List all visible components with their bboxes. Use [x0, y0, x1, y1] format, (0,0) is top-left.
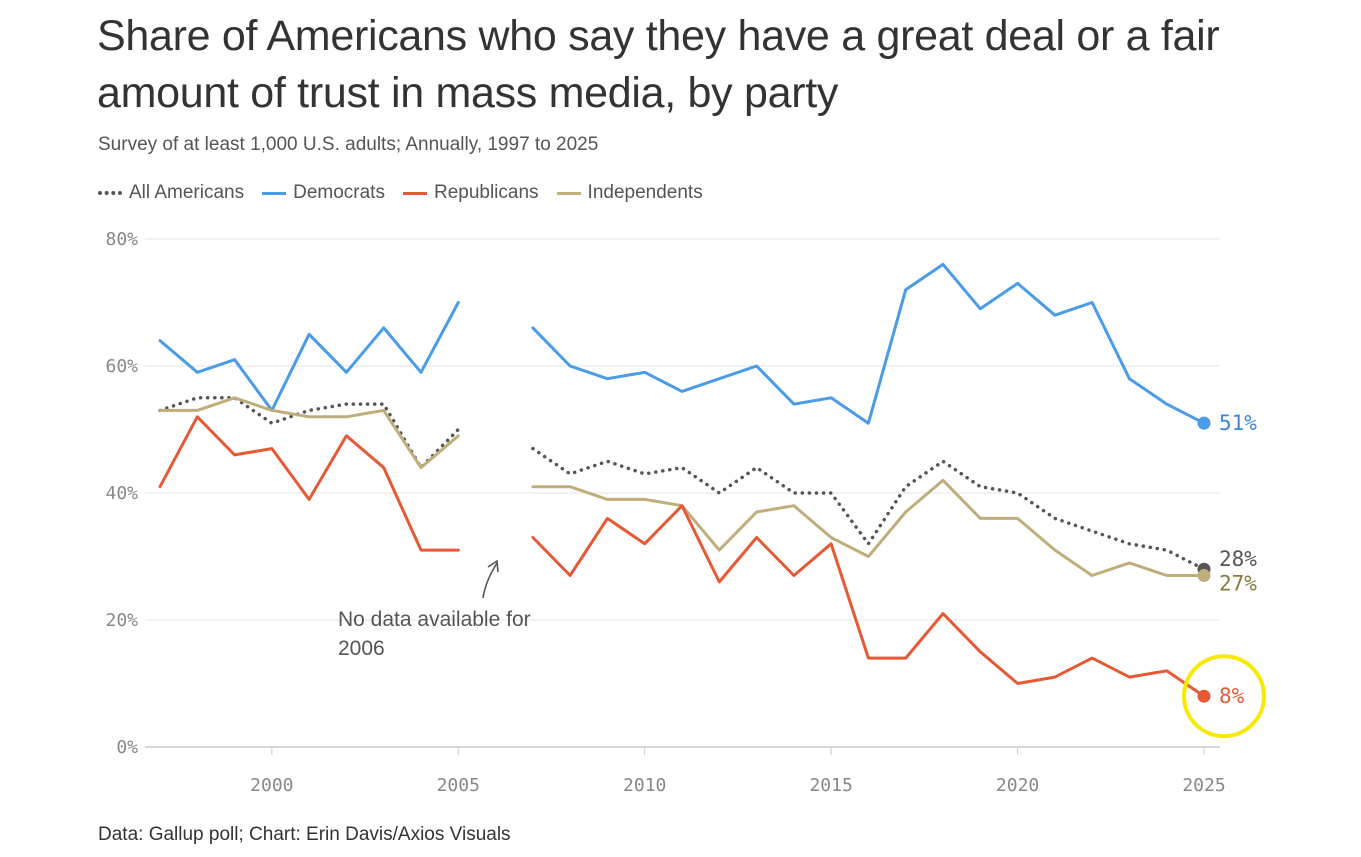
end-label-dem: 51%	[1219, 411, 1257, 435]
highlight-circle	[1182, 654, 1266, 739]
y-tick-label-20: 20%	[105, 610, 138, 631]
legend-label-independents: Independents	[587, 182, 703, 203]
series-line-rep-segment-0	[158, 415, 460, 552]
chart-title: Share of Americans who say they have a g…	[97, 12, 1220, 117]
series-line-all-segment-1	[531, 446, 1206, 571]
y-axis: 0% 20% 40% 60% 80%	[105, 229, 138, 758]
series-lines	[158, 262, 1206, 698]
chart-credit: Data: Gallup poll; Chart: Erin Davis/Axi…	[98, 824, 511, 845]
end-point-dem	[1197, 416, 1211, 430]
end-label-rep: 8%	[1219, 684, 1245, 708]
annotation-text-line2: 2006	[338, 637, 385, 660]
legend-label-all-americans: All Americans	[129, 182, 245, 203]
y-tick-label-40: 40%	[105, 483, 138, 504]
legend-item-independents: Independents	[556, 182, 703, 204]
legend-swatch-independents	[556, 191, 581, 195]
series-line-dem-segment-0	[158, 301, 460, 412]
legend-item-republicans: Republicans	[402, 182, 539, 204]
no-data-annotation: No data available for 2006	[338, 559, 531, 660]
legend-label-democrats: Democrats	[293, 182, 385, 203]
end-point-ind	[1197, 569, 1211, 583]
chart-legend: All Americans Democrats Republicans Inde…	[98, 182, 703, 204]
chart-subtitle: Survey of at least 1,000 U.S. adults; An…	[98, 134, 599, 155]
series-line-rep-segment-1	[531, 504, 1206, 698]
end-labels: 51% 28%27% 8%	[1197, 411, 1257, 708]
highlight-circle-group	[1182, 654, 1266, 739]
annotation-text-line1: No data available for	[338, 608, 531, 631]
annotation-arrowhead	[487, 559, 499, 573]
chart-gridlines	[145, 238, 1220, 748]
x-tick-label-2000: 2000	[250, 775, 293, 796]
series-line-dem-segment-1	[531, 262, 1206, 425]
legend-item-all-americans: All Americans	[98, 182, 244, 204]
end-label-ind: 27%	[1219, 572, 1257, 596]
legend-swatch-all-americans	[98, 191, 122, 195]
x-tick-label-2015: 2015	[809, 775, 852, 796]
y-tick-label-60: 60%	[105, 356, 138, 377]
x-tick-label-2020: 2020	[996, 775, 1039, 796]
legend-item-democrats: Democrats	[262, 182, 385, 204]
legend-swatch-democrats	[262, 191, 287, 195]
annotation-arrow	[482, 562, 498, 599]
legend-label-republicans: Republicans	[433, 182, 539, 203]
x-tick-label-2010: 2010	[623, 775, 666, 796]
x-axis: 2000 2005 2010 2015 2020 2025	[250, 747, 1226, 796]
y-tick-label-0: 0%	[116, 737, 138, 758]
end-label-all: 28%	[1219, 547, 1257, 571]
x-tick-label-2005: 2005	[437, 775, 480, 796]
x-tick-label-2025: 2025	[1182, 775, 1225, 796]
legend-swatch-republicans	[402, 191, 427, 195]
series-line-ind-segment-0	[158, 396, 460, 470]
series-line-ind-segment-1	[531, 478, 1206, 577]
y-tick-label-80: 80%	[105, 229, 138, 250]
end-point-rep	[1197, 689, 1211, 703]
